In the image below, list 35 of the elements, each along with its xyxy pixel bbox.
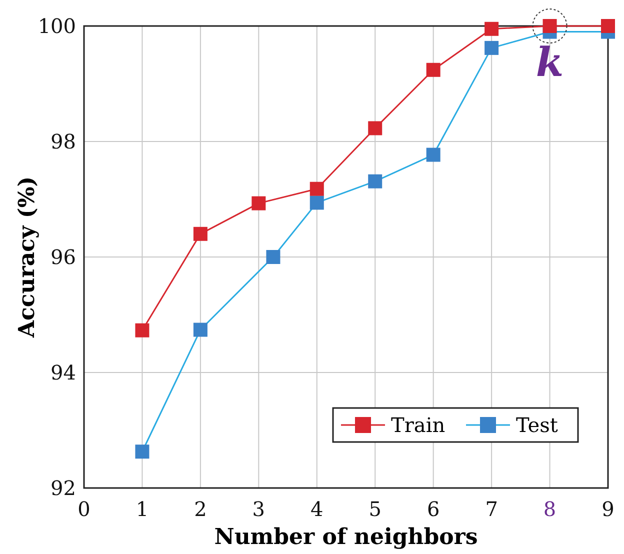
x-tick-label: 4 (310, 497, 324, 521)
legend-label: Test (516, 413, 558, 437)
y-tick-label: 94 (50, 360, 76, 384)
x-tick-label: 6 (426, 497, 440, 521)
y-tick-label: 100 (38, 14, 76, 38)
point (135, 323, 150, 338)
x-tick-label: 0 (78, 497, 90, 521)
legend-label: Train (391, 413, 446, 437)
point (135, 444, 150, 459)
x-axis-title: Number of neighbors (214, 524, 478, 550)
point (310, 196, 324, 210)
x-tick-label: 7 (485, 497, 498, 521)
x-tick-label: 9 (602, 497, 614, 521)
x-tick-label: 5 (368, 497, 382, 521)
point (484, 40, 499, 55)
point (252, 196, 266, 210)
y-axis-title: Accuracy (%) (14, 176, 40, 339)
x-tick-label: 8 (543, 497, 556, 521)
y-tick-label: 98 (50, 130, 76, 154)
point (266, 250, 280, 264)
x-tick-label: 2 (194, 497, 207, 521)
point (426, 62, 440, 77)
point (368, 121, 382, 136)
point (193, 226, 208, 241)
point (601, 19, 615, 33)
point (193, 322, 208, 337)
point (368, 174, 382, 188)
y-tick-label: 92 (50, 476, 76, 500)
point (484, 22, 499, 36)
x-tick-label: 1 (136, 497, 149, 521)
point (426, 148, 440, 162)
point (310, 182, 324, 196)
x-tick-label: 3 (252, 497, 266, 521)
annotation: k (536, 39, 564, 86)
y-tick-label: 96 (50, 245, 76, 269)
